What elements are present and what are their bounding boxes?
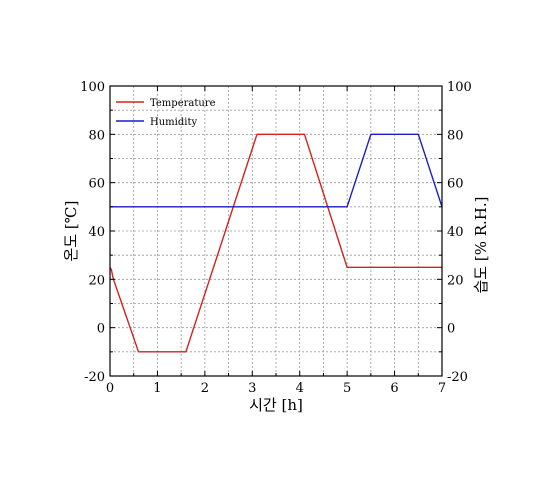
y-axis-right-title: 습도 [% R.H.]	[472, 196, 490, 293]
y-right-tick-label: 0	[447, 322, 455, 337]
y-right-tick-label: 100	[447, 80, 472, 95]
y-right-tick-label: 20	[447, 273, 464, 288]
x-tick-label: 4	[296, 381, 304, 396]
y-left-tick-label: 0	[97, 322, 105, 337]
x-axis-title: 시간 [h]	[249, 396, 303, 414]
legend: Temperature Humidity	[116, 98, 216, 128]
legend-label-humidity: Humidity	[150, 117, 197, 128]
y-axis-left-title: 온도 [℃]	[62, 201, 80, 262]
y-right-tick-label: -20	[447, 370, 468, 385]
x-tick-label: 3	[248, 381, 256, 396]
y-left-tick-label: 20	[88, 273, 105, 288]
y-left-tick-label: 100	[80, 80, 105, 95]
series-line-humidity	[110, 133, 443, 208]
y-left-tick-label: 40	[88, 225, 105, 240]
x-tick-label: 5	[343, 381, 351, 396]
x-tick-label: 1	[153, 381, 161, 396]
x-tick-label: 2	[201, 381, 209, 396]
series-layer	[109, 133, 443, 353]
x-tick-label: 7	[438, 381, 446, 396]
y-left-tick-label: 60	[88, 177, 105, 192]
y-left-tick-label: 80	[88, 128, 105, 143]
y-right-tick-label: 80	[447, 128, 464, 143]
y-right-tick-label: 60	[447, 177, 464, 192]
y-left-tick-label: -20	[84, 370, 105, 385]
y-right-tick-label: 40	[447, 225, 464, 240]
grid-layer	[110, 86, 442, 376]
legend-label-temperature: Temperature	[150, 98, 216, 109]
x-tick-label: 6	[390, 381, 398, 396]
x-tick-label: 0	[106, 381, 114, 396]
series-line-temperature	[109, 133, 442, 353]
